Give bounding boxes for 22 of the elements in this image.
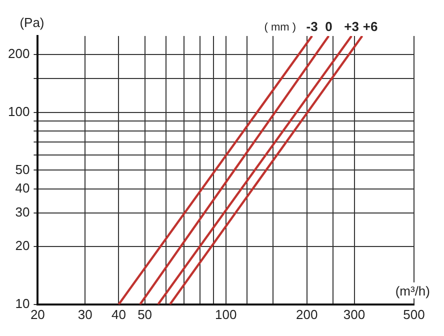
x-tick-label: 200 xyxy=(296,306,318,322)
y-tick-label: 30 xyxy=(15,204,30,220)
y-tick-label: 200 xyxy=(8,46,30,62)
series-label: +6 xyxy=(362,19,378,34)
legend-title: ( mm ) xyxy=(264,22,296,34)
x-tick-label: 50 xyxy=(138,306,152,322)
x-tick-label: 40 xyxy=(111,306,126,322)
y-tick-label: 100 xyxy=(8,104,30,119)
x-tick-label: 500 xyxy=(403,306,425,322)
y-tick-label: 40 xyxy=(15,180,30,196)
x-axis-title: (m³/h) xyxy=(395,283,430,298)
series-label: +3 xyxy=(344,19,359,34)
series-label: -3 xyxy=(306,19,318,34)
y-tick-label: 50 xyxy=(15,162,30,177)
y-tick-label: 20 xyxy=(15,238,30,254)
y-axis-title: (Pa) xyxy=(20,15,44,30)
x-tick-label: 100 xyxy=(214,306,237,322)
y-tick-label: 10 xyxy=(15,296,30,311)
series-label: 0 xyxy=(325,19,332,34)
x-tick-label: 300 xyxy=(343,306,366,322)
x-tick-label: 30 xyxy=(78,306,92,322)
x-tick-label: 20 xyxy=(30,306,45,322)
